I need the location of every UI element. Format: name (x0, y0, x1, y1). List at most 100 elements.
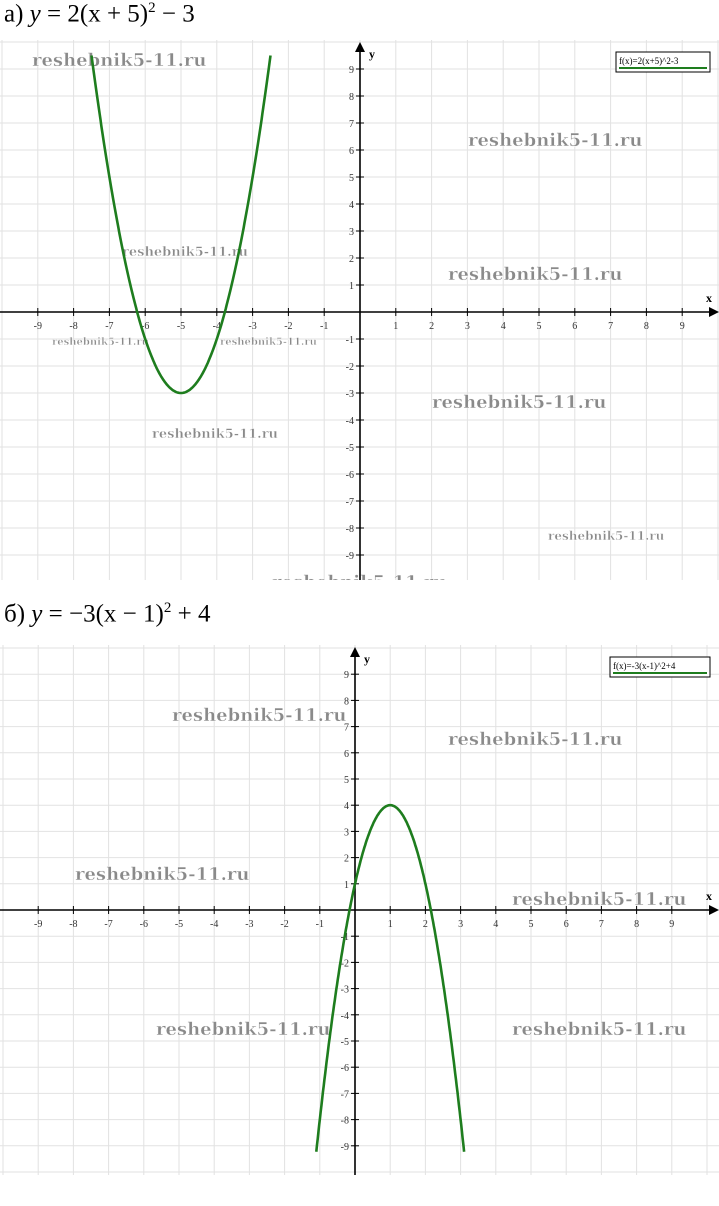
x-tick-label: 9 (669, 919, 674, 930)
x-tick-label: 1 (388, 919, 393, 930)
x-tick-label: -9 (34, 919, 42, 930)
y-axis-label: y (364, 652, 370, 666)
x-tick-label: 7 (608, 321, 613, 332)
y-tick-label: 6 (344, 749, 349, 760)
y-tick-label: 7 (344, 723, 349, 734)
y-tick-label: -2 (346, 362, 354, 373)
y-tick-label: -9 (341, 1142, 349, 1153)
x-tick-label: 2 (423, 919, 428, 930)
y-tick-label: 3 (349, 227, 354, 238)
title-exp: 2 (163, 600, 172, 616)
y-tick-label: -2 (341, 958, 349, 969)
x-tick-label: 9 (680, 321, 685, 332)
chart-a-title: а) y = 2(x + 5)2 − 3 (4, 0, 195, 28)
x-tick-label: -3 (245, 919, 253, 930)
title-var: y (29, 0, 41, 28)
y-tick-label: 1 (349, 281, 354, 292)
x-tick-label: -1 (316, 919, 324, 930)
chart-b-title: б) y = −3(x − 1)2 + 4 (4, 600, 210, 628)
watermark: reshebnik5-11.ru (432, 392, 606, 413)
x-tick-label: 1 (393, 321, 398, 332)
title-var: y (31, 600, 43, 628)
x-tick-label: -8 (69, 321, 77, 332)
y-axis-arrow-icon (355, 42, 365, 52)
x-tick-label: -1 (320, 321, 328, 332)
y-tick-label: -6 (341, 1063, 349, 1074)
x-tick-label: -6 (140, 919, 148, 930)
title-tail: + 4 (171, 600, 211, 628)
x-tick-label: 7 (599, 919, 604, 930)
y-axis-arrow-icon (350, 647, 360, 657)
title-base: = −3(x − 1) (42, 600, 164, 628)
x-tick-label: -8 (69, 919, 77, 930)
x-tick-label: -2 (280, 919, 288, 930)
x-tick-label: 5 (529, 919, 534, 930)
x-tick-label: 6 (564, 919, 569, 930)
x-axis-arrow-icon (709, 307, 719, 317)
watermark: reshebnik5-11.ru (75, 864, 249, 885)
y-tick-label: -5 (341, 1037, 349, 1048)
watermark: reshebnik5-11.ru (220, 337, 317, 348)
watermark: reshebnik5-11.ru (32, 50, 206, 71)
x-tick-label: -2 (284, 321, 292, 332)
x-tick-label: 8 (644, 321, 649, 332)
y-tick-label: -5 (346, 443, 354, 454)
x-tick-label: 2 (429, 321, 434, 332)
watermark: reshebnik5-11.ru (152, 427, 278, 442)
watermark: reshebnik5-11.ru (448, 264, 622, 285)
y-tick-label: -8 (341, 1116, 349, 1127)
x-tick-label: 4 (501, 321, 506, 332)
y-tick-label: 4 (344, 801, 349, 812)
x-axis-arrow-icon (709, 905, 719, 915)
y-tick-label: 6 (349, 146, 354, 157)
chart-a: reshebnik5-11.ru reshebnik5-11.ru reshebni… (0, 40, 719, 580)
x-tick-label: 3 (458, 919, 463, 930)
y-tick-label: 5 (349, 173, 354, 184)
watermark: reshebnik5-11.ru (172, 705, 346, 726)
x-tick-label: 8 (634, 919, 639, 930)
function-curve (315, 803, 466, 1152)
y-tick-label: 9 (344, 670, 349, 681)
y-tick-label: -9 (346, 551, 354, 562)
x-axis-label: x (706, 291, 712, 305)
y-tick-label: 8 (349, 92, 354, 103)
x-tick-label: 6 (572, 321, 577, 332)
x-tick-label: -5 (177, 321, 185, 332)
y-tick-label: 5 (344, 775, 349, 786)
title-tail: − 3 (155, 0, 195, 28)
x-tick-label: -3 (248, 321, 256, 332)
x-tick-label: -7 (104, 919, 112, 930)
function-curve (90, 55, 272, 395)
title-prefix: а) (4, 0, 24, 28)
chart-b: reshebnik5-11.ru reshebnik5-11.ru reshebni… (0, 645, 719, 1175)
y-tick-label: -6 (346, 470, 354, 481)
y-tick-label: 7 (349, 119, 354, 130)
y-tick-label: -3 (341, 985, 349, 996)
y-tick-label: 9 (349, 65, 354, 76)
y-tick-label: -4 (341, 1011, 349, 1022)
title-base: = 2(x + 5) (40, 0, 149, 28)
y-tick-label: 3 (344, 827, 349, 838)
y-tick-label: 8 (344, 696, 349, 707)
y-tick-label: 2 (349, 254, 354, 265)
x-tick-label: -9 (34, 321, 42, 332)
watermark: reshebnik5-11.ru (448, 729, 622, 750)
y-tick-label: -7 (346, 497, 354, 508)
watermark: reshebnik5-11.ru (52, 337, 149, 348)
x-tick-label: -7 (105, 321, 113, 332)
y-tick-label: -1 (346, 335, 354, 346)
watermark: reshebnik5-11.ru (122, 245, 248, 260)
legend-label: f(x)=2(x+5)^2-3 (619, 56, 679, 66)
y-tick-label: 1 (344, 880, 349, 891)
x-tick-label: -4 (213, 321, 221, 332)
x-tick-label: 5 (537, 321, 542, 332)
title-prefix: б) (4, 600, 26, 628)
x-tick-label: 4 (493, 919, 498, 930)
watermark: reshebnik5-11.ru (512, 889, 686, 910)
y-tick-label: 2 (344, 854, 349, 865)
y-axis-label: y (369, 47, 375, 61)
y-tick-label: -3 (346, 389, 354, 400)
x-tick-label: -5 (175, 919, 183, 930)
x-tick-label: -6 (141, 321, 149, 332)
y-tick-label: -8 (346, 524, 354, 535)
